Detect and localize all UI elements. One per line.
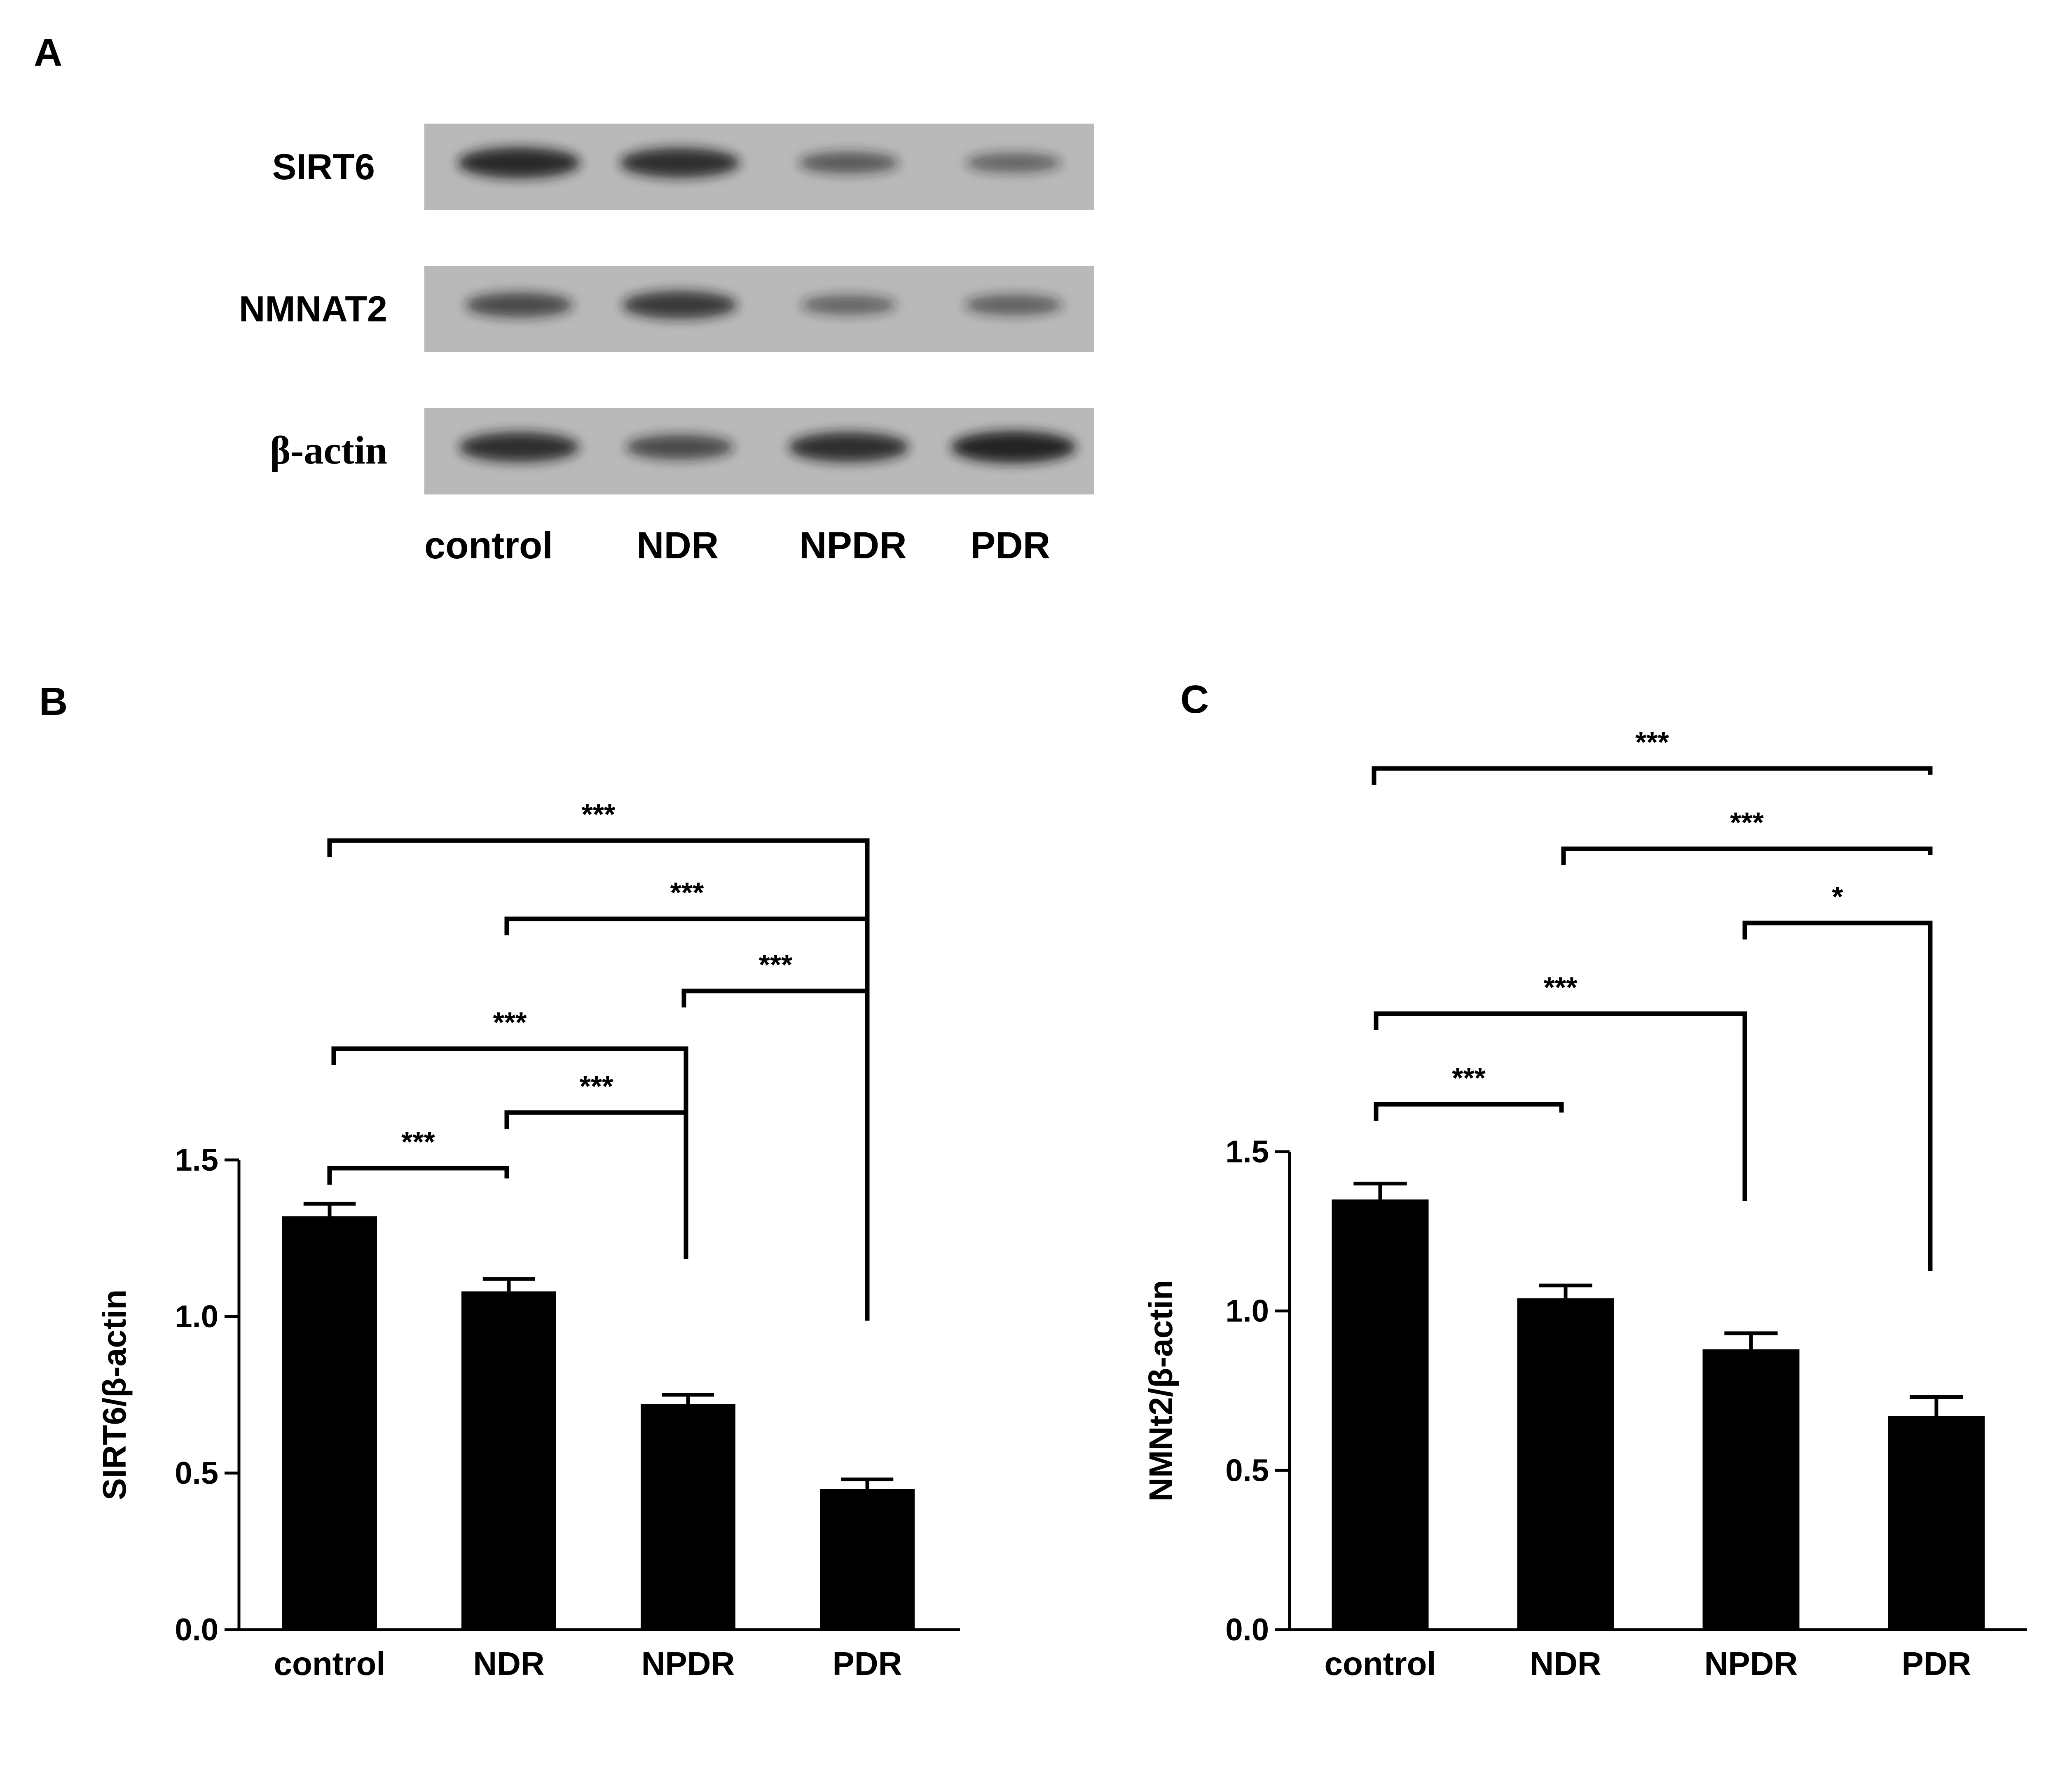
significance-bracket: [504, 916, 870, 935]
y-axis-title: NMNt2/β-actin: [1142, 1280, 1179, 1502]
blot-band: [789, 432, 909, 462]
blot-band: [622, 291, 737, 319]
blot-band: [801, 295, 897, 315]
blot-band: [465, 293, 573, 317]
blot-lane-label: NDR: [637, 525, 719, 567]
blot-strip: SIRT6: [272, 124, 1094, 210]
western-blot: SIRT6 NMNAT2 β-actin control NDR NPDR PDR: [239, 124, 1094, 567]
x-tick-label: NPDR: [1704, 1645, 1798, 1682]
significance-bracket: [327, 838, 870, 1321]
significance-label: ***: [401, 1126, 435, 1158]
y-tick-label: 1.5: [1225, 1134, 1269, 1169]
significance-bracket: [1372, 766, 1933, 785]
bar: [641, 1404, 735, 1630]
y-tick-label: 0.5: [175, 1456, 218, 1491]
x-tick-label: PDR: [833, 1645, 902, 1682]
bar: [820, 1489, 915, 1630]
significance-label: ***: [1452, 1062, 1486, 1094]
bar: [461, 1291, 556, 1630]
significance-label: ***: [1730, 806, 1764, 839]
blot-band: [620, 148, 740, 178]
bar: [1517, 1298, 1614, 1630]
panel-letter-c: C: [1180, 677, 1209, 721]
blot-lane-label: PDR: [970, 525, 1050, 567]
bar: [1888, 1416, 1985, 1630]
x-tick-label: control: [1324, 1645, 1436, 1682]
y-tick-label: 0.5: [1225, 1453, 1269, 1488]
significance-bracket: [1374, 1011, 1747, 1201]
blot-strip: NMNAT2: [239, 266, 1094, 352]
blot-band: [458, 147, 581, 178]
significance-label: ***: [582, 798, 616, 830]
bar: [282, 1216, 377, 1630]
x-tick-label: PDR: [1902, 1645, 1971, 1682]
significance-label: ***: [759, 949, 793, 981]
x-tick-label: NDR: [473, 1645, 544, 1682]
x-tick-label: NDR: [1530, 1645, 1601, 1682]
nmnat2-bar-chart: 0.0 0.5 1.0 1.5 NMNt2/β-actin control NDR NPDR P…: [1142, 726, 2027, 1682]
blot-lane-label: NPDR: [799, 525, 907, 567]
blot-band: [626, 435, 734, 459]
significance-label: ***: [1544, 971, 1578, 1003]
blot-lane-label: control: [424, 525, 553, 567]
significance-label: ***: [1635, 726, 1669, 758]
significance-label: ***: [580, 1070, 613, 1102]
significance-bracket: [1374, 1102, 1564, 1121]
bar: [1702, 1349, 1800, 1630]
significance-bracket: [504, 1110, 688, 1129]
y-tick-label: 1.0: [175, 1299, 218, 1334]
y-tick-label: 0.0: [1225, 1612, 1269, 1647]
y-tick-label: 0.0: [175, 1612, 218, 1647]
blot-row-label: β-actin: [270, 428, 387, 472]
blot-band: [798, 152, 899, 174]
y-tick-label: 1.5: [175, 1143, 218, 1178]
blot-row-label: SIRT6: [272, 146, 375, 187]
y-tick-label: 1.0: [1225, 1294, 1269, 1329]
significance-label: ***: [670, 876, 704, 909]
significance-bracket: [331, 1046, 688, 1259]
blot-row-label: NMNAT2: [239, 288, 387, 329]
blot-band: [966, 153, 1061, 173]
significance-bracket: [327, 1166, 509, 1185]
panel-letter-a: A: [34, 30, 62, 75]
y-axis-title: SIRT6/β-actin: [96, 1289, 133, 1500]
significance-bracket: [681, 989, 870, 1007]
blot-band: [951, 431, 1076, 463]
significance-label: *: [1832, 881, 1843, 913]
blot-band: [459, 432, 579, 462]
sirt6-bar-chart: 0.0 0.5 1.0 1.5 SIRT6/β-actin control NDR NPDR P…: [96, 798, 960, 1682]
x-tick-label: control: [274, 1645, 385, 1682]
panel-letter-b: B: [39, 679, 68, 724]
blot-band: [964, 295, 1063, 315]
significance-bracket: [1742, 921, 1933, 1271]
blot-strip: β-actin: [270, 408, 1094, 494]
significance-label: ***: [493, 1006, 527, 1038]
bar: [1332, 1199, 1429, 1630]
x-tick-label: NPDR: [641, 1645, 735, 1682]
significance-bracket: [1561, 846, 1933, 865]
